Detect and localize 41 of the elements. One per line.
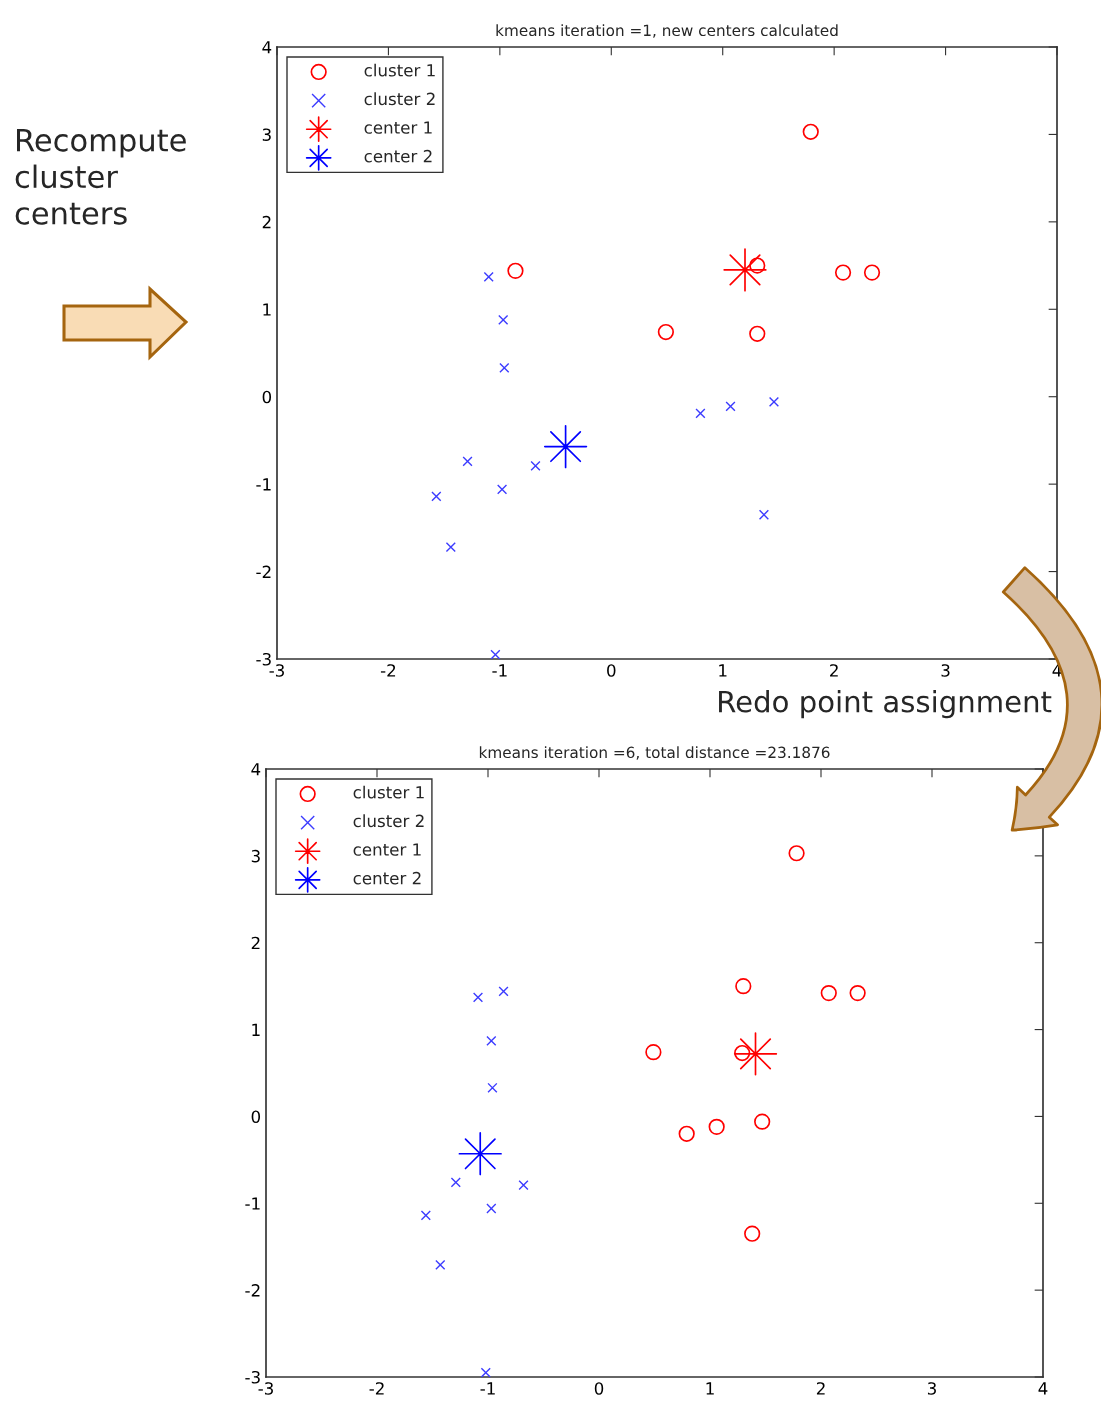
- y-tick-label: 2: [262, 215, 271, 229]
- x-tick-label: 2: [816, 1382, 825, 1395]
- x-tick-label: -2: [380, 664, 396, 677]
- y-tick-label: -3: [256, 652, 271, 666]
- y-tick-label: -1: [256, 478, 271, 491]
- x-tick-label: 2: [830, 664, 838, 677]
- legend-label: center 2: [353, 871, 421, 885]
- y-tick-label: -1: [245, 1197, 260, 1210]
- y-tick-label: -3: [245, 1370, 260, 1384]
- legend-label: center 1: [364, 121, 432, 134]
- x-tick-label: 4: [1038, 1382, 1048, 1395]
- y-tick-label: 0: [262, 390, 272, 404]
- y-tick-label: 1: [252, 1023, 260, 1036]
- y-tick-label: 3: [262, 128, 271, 141]
- y-tick-label: 1: [263, 303, 271, 316]
- y-tick-label: 0: [251, 1110, 261, 1123]
- legend-label: cluster 2: [364, 92, 435, 106]
- y-tick-label: -2: [245, 1284, 260, 1297]
- chart-title: kmeans iteration =6, total distance =23.1876: [479, 746, 830, 760]
- legend-label: cluster 2: [353, 814, 424, 828]
- x-tick-label: 3: [941, 664, 950, 677]
- x-tick-label: 3: [927, 1382, 936, 1395]
- legend-label: cluster 1: [353, 785, 424, 799]
- text: Redo point assignment: [719, 690, 1052, 719]
- x-tick-label: -2: [369, 1382, 384, 1395]
- x-tick-label: -1: [480, 1382, 495, 1395]
- text: Recompute cluster centers: [15, 128, 186, 225]
- y-tick-label: 3: [251, 849, 260, 863]
- y-tick-label: 4: [262, 41, 272, 54]
- legend-label: center 1: [353, 843, 421, 856]
- legend-label: cluster 1: [364, 63, 435, 77]
- y-tick-label: 4: [251, 763, 261, 776]
- x-tick-label: -1: [492, 664, 507, 677]
- x-tick-label: 1: [719, 664, 727, 677]
- x-tick-label: 0: [594, 1382, 604, 1395]
- y-tick-label: 2: [251, 936, 260, 950]
- x-tick-label: 1: [706, 1382, 714, 1395]
- x-tick-label: 0: [607, 664, 616, 677]
- y-tick-label: -2: [256, 565, 271, 578]
- legend-label: center 2: [364, 149, 432, 163]
- chart-title: kmeans iteration =1, new centers calculated: [496, 24, 838, 38]
